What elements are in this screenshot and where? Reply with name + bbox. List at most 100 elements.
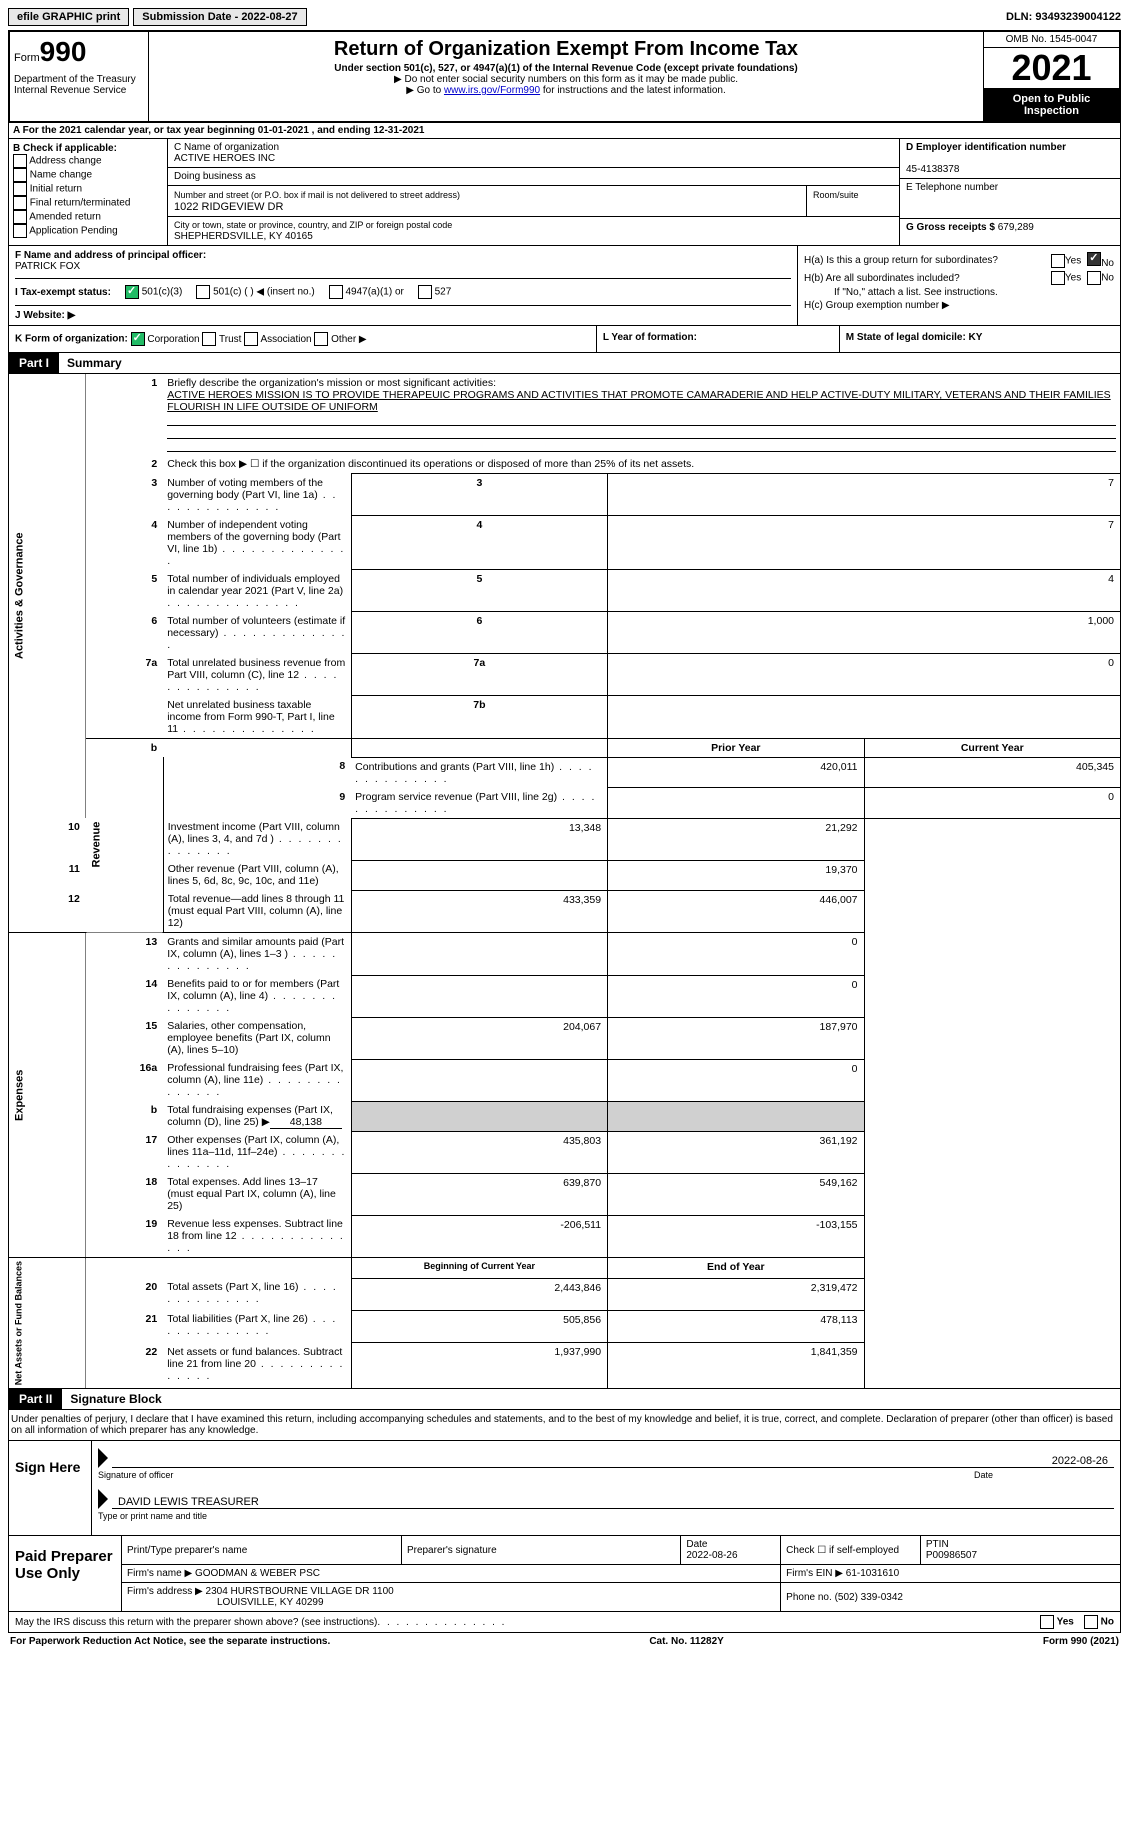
subtitle-3: Go to www.irs.gov/Form990 for instructio…: [153, 85, 979, 96]
footer-left: For Paperwork Reduction Act Notice, see …: [10, 1636, 330, 1647]
m-label: M State of legal domicile: KY: [846, 332, 983, 343]
room-label: Room/suite: [813, 190, 859, 200]
ha-no[interactable]: No: [1087, 252, 1114, 269]
signature-line[interactable]: 2022-08-26: [112, 1447, 1114, 1468]
c12: 446,007: [608, 890, 864, 933]
chk-trust[interactable]: Trust: [202, 334, 241, 345]
chk-final-return[interactable]: Final return/terminated: [13, 196, 163, 210]
l3: Number of voting members of the governin…: [167, 477, 323, 501]
department: Department of the Treasury Internal Reve…: [14, 74, 144, 96]
form-number: 990: [40, 36, 87, 67]
hb-no[interactable]: No: [1087, 271, 1114, 285]
c19: -103,155: [608, 1215, 864, 1258]
submission-date: Submission Date - 2022-08-27: [133, 8, 306, 26]
side-activities: Activities & Governance: [9, 374, 86, 818]
firm-label: Firm's name ▶: [127, 1568, 192, 1579]
p16a: [351, 1059, 607, 1101]
v6: 1,000: [608, 612, 1121, 654]
chk-527[interactable]: 527: [418, 285, 451, 299]
j-label: J Website: ▶: [15, 310, 75, 321]
chk-501c3[interactable]: 501(c)(3): [125, 285, 182, 299]
chk-address-change[interactable]: Address change: [13, 154, 163, 168]
ha-label: H(a) Is this a group return for subordin…: [804, 255, 998, 266]
chk-corp[interactable]: Corporation: [131, 334, 200, 345]
preparer-left-label: Paid Preparer Use Only: [9, 1536, 122, 1611]
l9: Program service revenue (Part VIII, line…: [355, 791, 557, 803]
part1-header: Part I Summary: [8, 353, 1121, 374]
p14: [351, 975, 607, 1017]
l8: Contributions and grants (Part VIII, lin…: [355, 761, 554, 773]
section-de: D Employer identification number45-41383…: [899, 139, 1120, 245]
p15: 204,067: [351, 1017, 607, 1059]
prep-sig-hdr: Preparer's signature: [401, 1536, 680, 1565]
section-b-checkboxes: B Check if applicable: Address change Na…: [9, 139, 168, 245]
gross-receipts: 679,289: [998, 222, 1034, 233]
chk-other[interactable]: Other ▶: [314, 334, 366, 345]
l18: Total expenses. Add lines 13–17 (must eq…: [167, 1176, 336, 1212]
hdr-prior: Prior Year: [608, 738, 864, 757]
chk-assoc[interactable]: Association: [244, 334, 311, 345]
p17: 435,803: [351, 1131, 607, 1173]
firm-addr-label: Firm's address ▶: [127, 1586, 203, 1597]
date-label: Date: [974, 1470, 1114, 1480]
c11: 19,370: [608, 860, 864, 890]
c20: 2,319,472: [608, 1278, 864, 1310]
name-label: Type or print name and title: [98, 1511, 1114, 1521]
v7a: 0: [608, 654, 1121, 696]
section-c: C Name of organizationACTIVE HEROES INC …: [168, 139, 899, 245]
part2-title: Signature Block: [62, 1389, 169, 1409]
firm-addr2: LOUISVILLE, KY 40299: [127, 1597, 324, 1608]
irs-link[interactable]: www.irs.gov/Form990: [444, 85, 540, 96]
sign-block: Sign Here 2022-08-26 Signature of office…: [8, 1441, 1121, 1536]
c14: 0: [608, 975, 864, 1017]
part1-num: Part I: [9, 353, 59, 373]
subtitle-2: Do not enter social security numbers on …: [153, 74, 979, 85]
preparer-block: Paid Preparer Use Only Print/Type prepar…: [8, 1536, 1121, 1612]
side-netassets: Net Assets or Fund Balances: [9, 1258, 86, 1389]
ein: 45-4138378: [906, 164, 959, 175]
discuss-no[interactable]: No: [1084, 1615, 1114, 1629]
p10: 13,348: [351, 818, 607, 860]
prep-ptin: PTINP00986507: [920, 1536, 1120, 1565]
part2-header: Part II Signature Block: [8, 1389, 1121, 1410]
b-label: B Check if applicable:: [13, 143, 117, 154]
hb-yes[interactable]: Yes: [1051, 271, 1081, 285]
form-header: Form990 Department of the Treasury Inter…: [8, 30, 1121, 123]
hdr-beg: Beginning of Current Year: [351, 1258, 607, 1279]
p22: 1,937,990: [351, 1343, 607, 1389]
f-label: F Name and address of principal officer:: [15, 250, 206, 261]
mission-text: ACTIVE HEROES MISSION IS TO PROVIDE THER…: [167, 389, 1110, 413]
subtitle-1: Under section 501(c), 527, or 4947(a)(1)…: [153, 63, 979, 74]
g-label: G Gross receipts $: [906, 222, 995, 233]
hc-label: H(c) Group exemption number ▶: [804, 300, 950, 311]
firm-name: GOODMAN & WEBER PSC: [195, 1568, 320, 1579]
chk-initial-return[interactable]: Initial return: [13, 182, 163, 196]
hb-note: If "No," attach a list. See instructions…: [804, 287, 1114, 298]
discuss-text: May the IRS discuss this return with the…: [15, 1617, 377, 1628]
chk-4947[interactable]: 4947(a)(1) or: [329, 285, 404, 299]
chk-name-change[interactable]: Name change: [13, 168, 163, 182]
ha-yes[interactable]: Yes: [1051, 254, 1081, 268]
chk-pending[interactable]: Application Pending: [13, 224, 163, 238]
dln: DLN: 93493239004122: [1006, 11, 1121, 23]
row-a-tax-year: A For the 2021 calendar year, or tax yea…: [8, 123, 1121, 139]
i-label: I Tax-exempt status:: [15, 287, 111, 298]
sig-label: Signature of officer: [98, 1470, 974, 1480]
block-klm: K Form of organization: Corporation Trus…: [8, 326, 1121, 353]
part1-title: Summary: [59, 353, 130, 373]
p9: [608, 788, 864, 819]
street-address: 1022 RIDGEVIEW DR: [174, 201, 283, 213]
arrow-icon: [98, 1448, 108, 1468]
discuss-yes[interactable]: Yes: [1040, 1615, 1074, 1629]
p18: 639,870: [351, 1173, 607, 1215]
c18: 549,162: [608, 1173, 864, 1215]
printed-name-line[interactable]: DAVID LEWIS TREASURER: [112, 1488, 1114, 1509]
sub3-pre: Go to: [417, 85, 444, 96]
efile-print-button[interactable]: efile GRAPHIC print: [8, 8, 129, 26]
chk-501c[interactable]: 501(c) ( ) ◀ (insert no.): [196, 285, 314, 299]
l12: Total revenue—add lines 8 through 11 (mu…: [168, 893, 345, 929]
c22: 1,841,359: [608, 1343, 864, 1389]
p21: 505,856: [351, 1310, 607, 1342]
chk-amended[interactable]: Amended return: [13, 210, 163, 224]
prep-selfemp[interactable]: Check ☐ if self-employed: [781, 1536, 921, 1565]
